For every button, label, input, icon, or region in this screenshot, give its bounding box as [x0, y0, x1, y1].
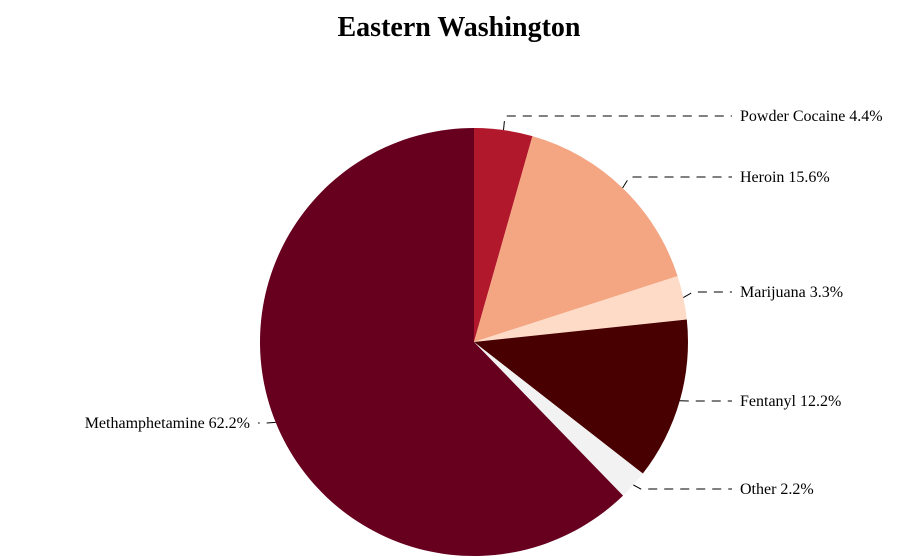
slice-label-marijuana: Marijuana 3.3%: [740, 284, 843, 301]
pie-slice-methamphetamine: [259, 128, 624, 556]
pie-slice-marijuana: [474, 276, 687, 342]
slice-label-other: Other 2.2%: [740, 481, 814, 498]
leader-line-powder-cocaine: [503, 115, 732, 131]
slice-label-fentanyl: Fentanyl 12.2%: [740, 393, 841, 410]
pie-slice-other: [474, 342, 643, 496]
slice-label-methamphetamine: Methamphetamine 62.2%: [85, 415, 250, 432]
chart-title: Eastern Washington: [338, 12, 581, 43]
pie-slices: [259, 128, 688, 556]
pie-slice-powder-cocaine: [474, 128, 533, 342]
slice-labels: Powder Cocaine 4.4% Heroin 15.6% Marijuana…: [85, 108, 883, 498]
slice-label-powder-cocaine: Powder Cocaine 4.4%: [740, 108, 883, 125]
slice-label-heroin: Heroin 15.6%: [740, 169, 830, 186]
leader-line-methamphetamine: [258, 421, 276, 424]
leader-line-other: [633, 484, 732, 490]
pie-slice-heroin: [474, 136, 678, 342]
pie-slice-fentanyl: [474, 319, 688, 474]
leader-line-marijuana: [683, 291, 732, 299]
leader-line-heroin: [622, 176, 732, 189]
